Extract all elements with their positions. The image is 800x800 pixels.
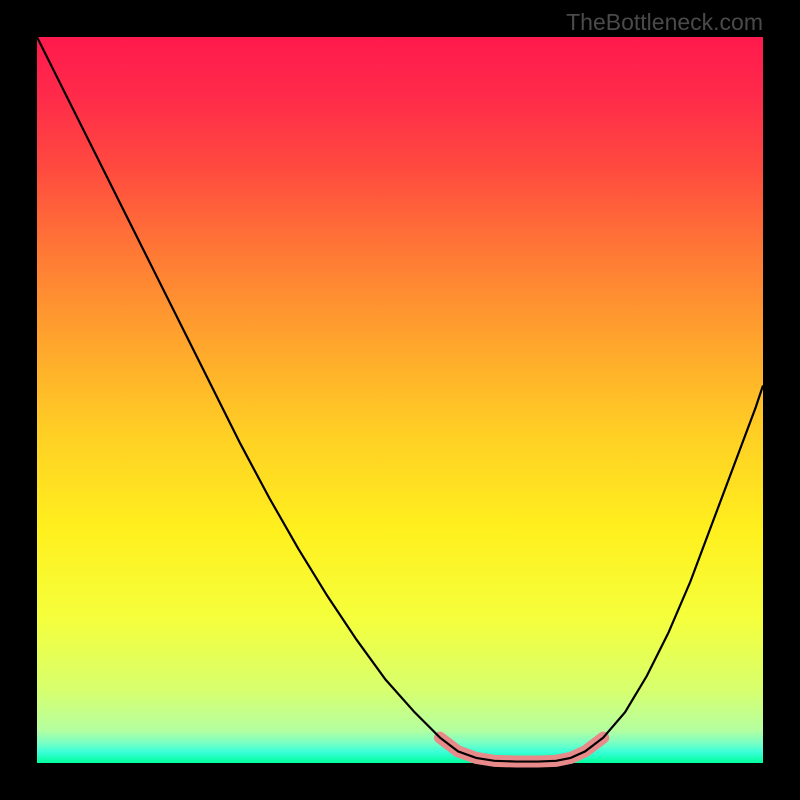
bottleneck-curve: [37, 37, 763, 762]
watermark-text: TheBottleneck.com: [566, 9, 763, 36]
bottleneck-curve-layer: [0, 0, 800, 800]
sweet-spot-overlay: [440, 738, 603, 762]
